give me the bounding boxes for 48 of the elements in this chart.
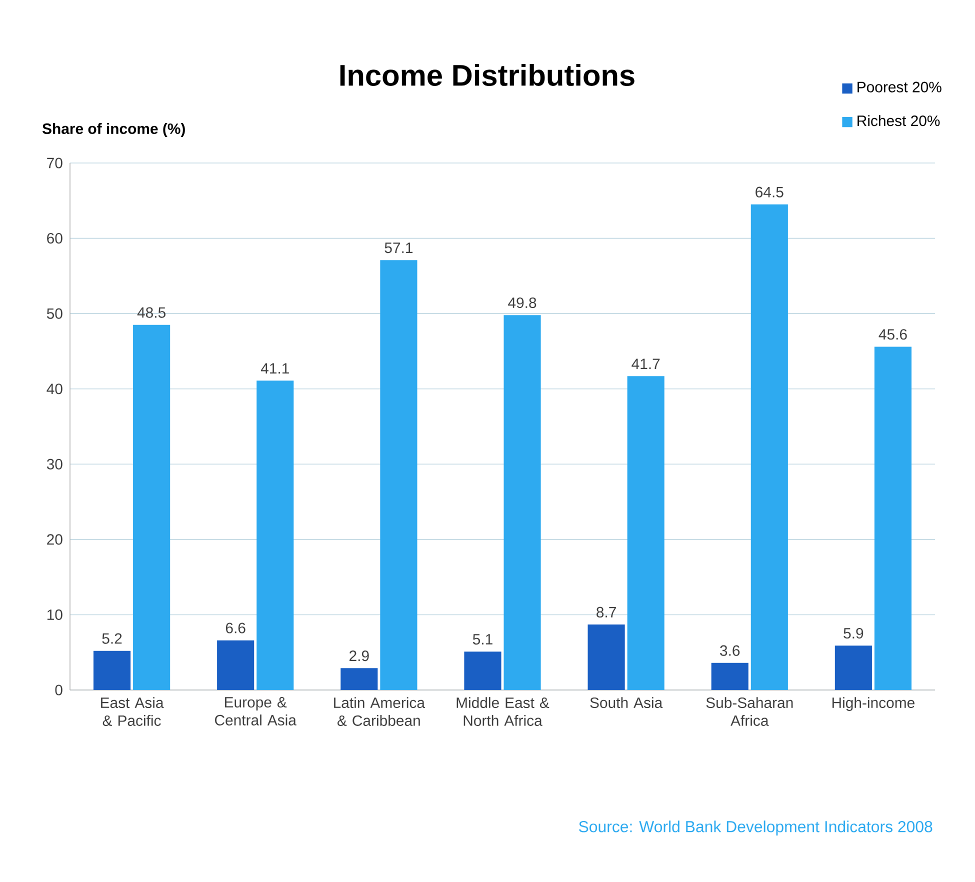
chart-title: Income Distributions	[340, 64, 634, 86]
bar	[93, 650, 131, 690]
data-label: 64.5	[756, 186, 784, 198]
data-label: 5.9	[844, 628, 864, 639]
data-label: 5.1	[472, 634, 492, 645]
data-label: 57.1	[384, 242, 413, 254]
x-tick-label: East Asia & Pacific	[101, 697, 164, 726]
x-tick-label: Europe & Central Asia	[214, 697, 296, 726]
bar	[627, 376, 664, 690]
data-label: 2.9	[350, 650, 369, 662]
y-axis-title: Share of income (%)	[42, 123, 185, 137]
bar	[256, 380, 294, 690]
y-tick-label: 60	[47, 233, 62, 244]
data-label: 48.5	[137, 307, 166, 318]
bar	[133, 324, 170, 690]
bar	[750, 204, 788, 690]
bar	[340, 668, 378, 690]
bar	[504, 315, 541, 690]
legend-label: Richest 20%	[858, 115, 940, 126]
data-label: 49.8	[508, 297, 536, 308]
bar	[380, 260, 418, 690]
bar	[464, 652, 502, 690]
y-tick-label: 30	[46, 458, 62, 470]
data-label: 41.7	[632, 358, 660, 370]
x-tick-label: Middle East & North Africa	[456, 697, 550, 726]
bar	[834, 646, 872, 690]
bar	[711, 662, 748, 690]
y-tick-label: 0	[55, 684, 62, 696]
y-tick-label: 40	[46, 384, 62, 394]
data-label: 6.6	[226, 622, 246, 634]
data-label: 3.6	[720, 645, 740, 656]
x-tick-label: High-income	[832, 697, 914, 711]
data-label: 8.7	[596, 606, 616, 618]
y-tick-label: 50	[46, 308, 62, 319]
x-tick-label: Latin America & Caribbean	[334, 697, 426, 726]
bar	[874, 346, 912, 690]
data-label: 5.2	[102, 633, 122, 644]
data-label: 41.1	[260, 363, 289, 374]
y-tick-label: 10	[47, 609, 62, 620]
data-label: 45.6	[878, 329, 907, 340]
bar	[588, 624, 625, 690]
x-tick-label: South Asia	[590, 697, 663, 708]
bar	[217, 640, 254, 690]
x-tick-label: Sub-Saharan Africa	[706, 697, 793, 726]
y-tick-label: 70	[47, 158, 62, 168]
source-note: Source: World Bank Development Indicators 2008	[578, 820, 932, 836]
legend-label: Poorest 20%	[858, 82, 942, 92]
y-tick-label: 20	[47, 534, 62, 545]
